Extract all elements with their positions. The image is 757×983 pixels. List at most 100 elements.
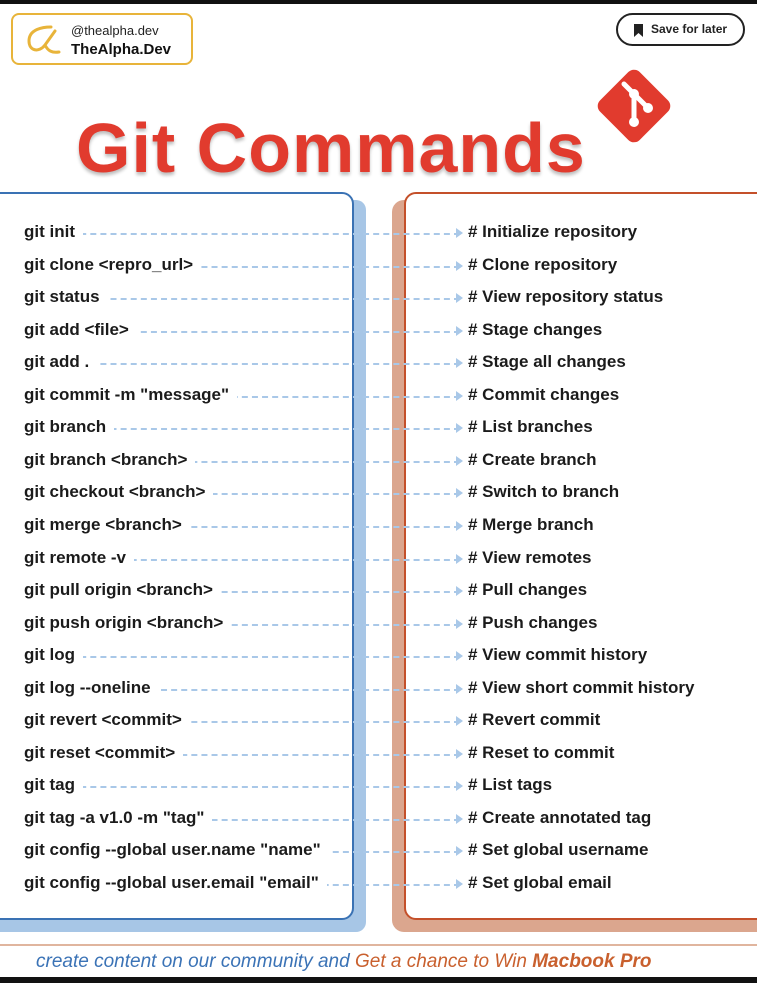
connector-line <box>60 428 460 431</box>
footer-banner: create content on our community and Get … <box>36 951 652 973</box>
connector-arrow-icon <box>456 651 463 662</box>
command-text: git add . <box>24 352 98 373</box>
connector-arrow-icon <box>456 293 463 304</box>
command-text: git clone <repro_url> <box>24 254 202 275</box>
command-text: git branch <branch> <box>24 449 196 470</box>
git-icon <box>597 69 671 143</box>
footer-text-community: create content on our community and <box>36 951 355 972</box>
page-title: Git Commands <box>76 109 586 187</box>
command-row: git tag # List tags <box>0 769 757 801</box>
save-for-later-button[interactable]: Save for later <box>616 13 745 46</box>
command-row: git revert <commit> # Revert commit <box>0 704 757 736</box>
connector-arrow-icon <box>456 586 463 597</box>
command-row: git reset <commit> # Reset to commit <box>0 737 757 769</box>
command-description: # Reset to commit <box>468 742 615 762</box>
connector-arrow-icon <box>456 879 463 889</box>
command-row: git remote -v # View remotes <box>0 542 757 574</box>
connector-arrow-icon <box>456 488 463 499</box>
connector-line <box>60 753 460 756</box>
connector-line <box>60 525 460 528</box>
command-row: git commit -m "message" # Commit changes <box>0 379 757 411</box>
connector-line <box>60 688 460 691</box>
alpha-icon <box>27 25 61 54</box>
command-description: # Merge branch <box>468 514 594 534</box>
connector-arrow-icon <box>456 716 463 727</box>
command-text: git tag <box>24 775 83 796</box>
connector-line <box>60 395 460 398</box>
command-row: git branch <branch> # Create branch <box>0 444 757 476</box>
top-border <box>0 0 757 4</box>
connector-arrow-icon <box>456 390 463 401</box>
connector-line <box>60 265 460 268</box>
footer-text-prize: Macbook Pro <box>532 951 652 972</box>
command-row: git clone <repro_url> # Clone repository <box>0 249 757 281</box>
command-description: # Stage changes <box>468 319 603 339</box>
connector-arrow-icon <box>456 781 463 792</box>
connector-arrow-icon <box>456 553 463 564</box>
command-description: # Revert commit <box>468 710 601 730</box>
brand-badge[interactable]: @thealpha.dev TheAlpha.Dev <box>11 13 193 65</box>
command-description: # Create annotated tag <box>468 807 652 827</box>
connector-arrow-icon <box>456 260 463 271</box>
command-description: # Clone repository <box>468 254 618 274</box>
command-text: git push origin <branch> <box>24 612 232 633</box>
command-text: git remote -v <box>24 547 135 568</box>
command-description: # Initialize repository <box>468 222 638 241</box>
command-row: git config --global user.email "email" # … <box>0 867 757 899</box>
command-description: # Set global email <box>468 873 612 892</box>
command-text: git add <file> <box>24 319 137 340</box>
command-description: # Set global username <box>468 840 649 860</box>
command-description: # Switch to branch <box>468 482 620 502</box>
command-text: git log --oneline <box>24 677 159 698</box>
connector-arrow-icon <box>456 618 463 629</box>
command-row: git branch # List branches <box>0 411 757 443</box>
command-text: git pull origin <branch> <box>24 580 221 601</box>
connector-line <box>60 623 460 626</box>
command-row: git init # Initialize repository <box>0 216 757 248</box>
connector-arrow-icon <box>456 325 463 336</box>
command-description: # View short commit history <box>468 677 695 697</box>
connector-line <box>60 460 460 463</box>
bookmark-icon <box>634 24 643 37</box>
connector-arrow-icon <box>456 748 463 759</box>
command-description: # List tags <box>468 775 553 795</box>
command-description: # View repository status <box>468 287 664 307</box>
connector-arrow-icon <box>456 520 463 531</box>
connector-arrow-icon <box>456 846 463 857</box>
connector-line <box>60 818 460 821</box>
command-row: git add . # Stage all changes <box>0 346 757 378</box>
connector-arrow-icon <box>456 228 463 238</box>
command-text: git branch <box>24 417 115 438</box>
command-text: git tag -a v1.0 -m "tag" <box>24 807 213 828</box>
command-row: git merge <branch> # Merge branch <box>0 509 757 541</box>
connector-line <box>60 233 460 235</box>
command-row: git tag -a v1.0 -m "tag" # Create annotat… <box>0 802 757 834</box>
command-text: git log <box>24 645 83 666</box>
command-row: git checkout <branch> # Switch to branch <box>0 476 757 508</box>
command-text: git merge <branch> <box>24 514 190 535</box>
connector-line <box>60 656 460 659</box>
command-row: git push origin <branch> # Push changes <box>0 607 757 639</box>
brand-handle: @thealpha.dev <box>71 23 159 38</box>
connector-arrow-icon <box>456 358 463 369</box>
connector-line <box>60 363 460 366</box>
command-row: git config --global user.name "name" # Se… <box>0 834 757 866</box>
connector-arrow-icon <box>456 683 463 694</box>
command-text: git status <box>24 287 108 308</box>
command-description: # Push changes <box>468 612 598 632</box>
save-for-later-label: Save for later <box>651 22 728 36</box>
connector-arrow-icon <box>456 813 463 824</box>
connector-line <box>60 591 460 594</box>
connector-line <box>60 298 460 301</box>
command-row: git log # View commit history <box>0 639 757 671</box>
command-description: # Commit changes <box>468 384 620 404</box>
command-description: # View commit history <box>468 645 648 665</box>
command-text: git config --global user.name "name" <box>24 840 329 861</box>
command-text: git checkout <branch> <box>24 482 214 503</box>
command-row: git log --oneline # View short commit his… <box>0 672 757 704</box>
command-text: git config --global user.email "email" <box>24 873 327 893</box>
command-text: git commit -m "message" <box>24 384 238 405</box>
connector-line <box>60 786 460 789</box>
command-row: git pull origin <branch> # Pull changes <box>0 574 757 606</box>
connector-arrow-icon <box>456 455 463 466</box>
